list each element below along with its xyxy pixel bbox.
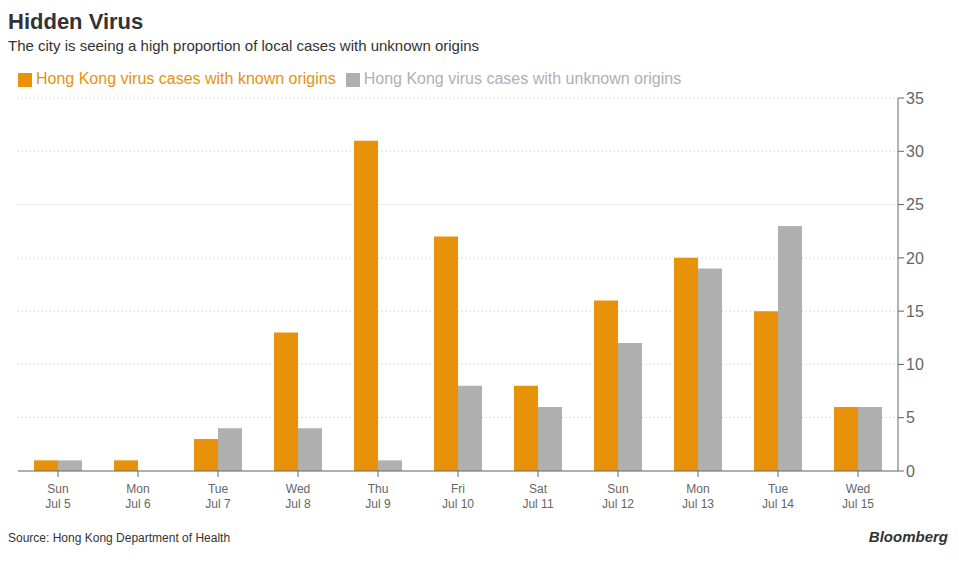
svg-text:35: 35 (906, 90, 924, 107)
svg-text:15: 15 (906, 303, 924, 320)
svg-text:SunJul 5: SunJul 5 (45, 482, 71, 511)
svg-text:ThuJul 9: ThuJul 9 (365, 482, 391, 511)
html-text:The city is seeing a high prop: The city is seeing a high proportion of … (8, 37, 480, 54)
svg-text:TueJul 14: TueJul 14 (762, 482, 794, 511)
svg-text:25: 25 (906, 196, 924, 213)
html-text:Hong Kong virus cases with unk: Hong Kong virus cases with unknown origi… (363, 70, 682, 87)
svg-text:20: 20 (906, 250, 924, 267)
svg-text:MonJul 13: MonJul 13 (682, 482, 714, 511)
svg-text:WedJul 8: WedJul 8 (285, 482, 311, 511)
svg-text:MonJul 6: MonJul 6 (125, 482, 151, 511)
svg-text:30: 30 (906, 143, 924, 160)
svg-text:SunJul 12: SunJul 12 (602, 482, 634, 511)
svg-text:TueJul 7: TueJul 7 (205, 482, 231, 511)
html-text:Hidden Virus: Hidden Virus (8, 9, 144, 34)
html-text:Bloomberg: Bloomberg (868, 528, 948, 545)
html-text:Source: Hong Kong Department o: Source: Hong Kong Department of Health (8, 531, 231, 545)
svg-text:5: 5 (906, 409, 915, 426)
svg-text:FriJul 10: FriJul 10 (442, 482, 474, 511)
svg-text:WedJul 15: WedJul 15 (842, 482, 874, 511)
svg-text:SatJul 11: SatJul 11 (522, 482, 553, 511)
svg-text:0: 0 (906, 463, 915, 480)
html-text:Hong Kong virus cases with kno: Hong Kong virus cases with known origins (36, 70, 336, 87)
svg-text:10: 10 (906, 356, 924, 373)
